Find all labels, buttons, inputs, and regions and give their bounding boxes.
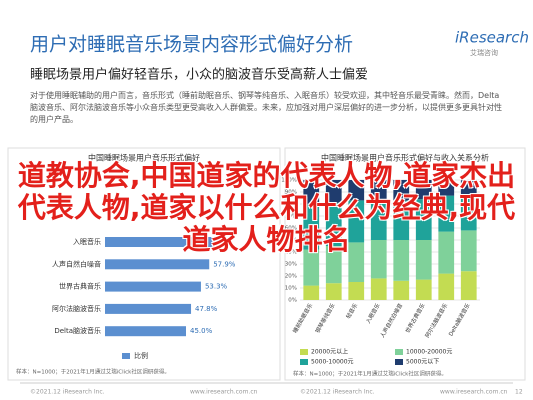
note: 样本：N=1000；于2021年1月通过艾瑞iClick社区调研获得。 <box>293 370 447 378</box>
page-number: 12 <box>515 389 523 396</box>
note: 样本：N=1000；于2021年1月通过艾瑞iClick社区调研获得。 <box>16 368 170 376</box>
bar-segment <box>415 240 432 280</box>
logo: iResearch <box>455 29 529 47</box>
bar-segment <box>460 271 477 300</box>
y-tick-label: 70% <box>285 214 297 220</box>
bar-segment <box>303 249 320 286</box>
bar-segment <box>348 242 365 282</box>
x-tick-label: 钢琴等纯音乐 <box>313 301 337 334</box>
panel <box>284 147 526 381</box>
bar-segment <box>393 200 410 240</box>
paragraph: 对于使用睡眠辅助的用户而言，音乐形式（睡前助眠音乐、钢琴等纯音乐、入眠音乐）较受… <box>30 91 502 124</box>
bar-segment <box>438 231 455 274</box>
bar <box>105 303 192 314</box>
y-tick-label: 90% <box>285 190 297 196</box>
bar <box>105 259 210 270</box>
chart-title: 中国睡眠场景用户音乐形式偏好 <box>88 153 200 163</box>
bar <box>105 281 201 292</box>
value-label: 47.8% <box>195 305 218 313</box>
x-tick-label: 入眠音乐 <box>364 301 382 324</box>
y-tick-label: 50% <box>285 238 297 244</box>
bar-segment <box>303 204 320 250</box>
footer-text: ©2021.12 iResearch Inc. <box>300 389 375 396</box>
value-label: 45.0% <box>190 327 213 335</box>
legend-swatch <box>300 349 308 355</box>
legend-label: 5000元以下 <box>406 359 439 366</box>
footer-text: www.iresearch.com.cn <box>190 389 258 396</box>
value-label: 57.9% <box>213 260 236 268</box>
bar <box>105 326 186 337</box>
logo-sub: 艾瑞咨询 <box>470 48 498 57</box>
bar-segment <box>325 283 342 300</box>
y-tick-label: 世界古典音乐 <box>59 282 101 291</box>
bar-segment <box>325 246 342 284</box>
value-label: 53.3% <box>205 283 228 291</box>
bar-segment <box>348 282 365 300</box>
bar-segment <box>415 279 432 300</box>
x-tick-label: 阿尔法脑波音乐 <box>423 301 449 339</box>
bar-segment <box>393 280 410 300</box>
y-tick-label: 0% <box>288 298 297 304</box>
x-tick-label: 轻音乐 <box>344 301 359 320</box>
bar-segment <box>460 230 477 272</box>
chart-title: 中国睡眠场景用户音乐形式偏好与收入关系分析 <box>321 153 489 163</box>
y-tick-label: 80% <box>285 202 297 208</box>
overlay-text: 道教协会,中国道家的代表人物,道家杰出代表人物,道家以什么和什么为经典,现代道家… <box>17 159 516 256</box>
y-tick-label: 阿尔法脑波音乐 <box>52 304 101 313</box>
bar-segment <box>460 195 477 231</box>
bar-segment <box>438 195 455 232</box>
bar-segment <box>370 199 387 240</box>
y-tick-label: 人声自然白噪音 <box>52 259 101 268</box>
bar-segment <box>393 180 410 201</box>
bar-segment <box>460 180 477 196</box>
x-tick-label: Delta脑波音乐 <box>447 301 473 337</box>
legend-label: 10000-20000元 <box>406 349 452 356</box>
y-tick-label: 入眠音乐 <box>73 237 101 246</box>
legend-swatch <box>300 359 308 365</box>
legend-swatch <box>122 353 130 359</box>
bar-segment <box>325 180 342 203</box>
bar-segment <box>438 180 455 196</box>
bar-segment <box>303 180 320 204</box>
y-tick-label: 10% <box>285 286 297 292</box>
y-tick-label: Delta脑波音乐 <box>54 326 101 335</box>
legend-swatch <box>395 349 403 355</box>
y-tick-label: 40% <box>285 250 297 256</box>
bar-segment <box>370 278 387 300</box>
bar-segment <box>303 285 320 300</box>
subtitle: 睡眠场景用户偏好轻音乐，小众的脑波音乐受高薪人士偏爱 <box>30 67 368 83</box>
bar-segment <box>370 180 387 200</box>
x-tick-label: 世界古典音乐 <box>403 301 427 334</box>
y-tick-label: 60% <box>285 226 297 232</box>
legend-label: 5000-10000元 <box>311 359 354 366</box>
title: 用户对睡眠音乐场景内容形式偏好分析 <box>30 34 353 56</box>
legend-label: 比例 <box>134 351 148 360</box>
bar-segment <box>415 180 432 200</box>
bar-segment <box>325 202 342 246</box>
bar-segment <box>438 273 455 300</box>
footer-text: www.iresearch.com.cn <box>440 389 508 396</box>
y-tick-label: 100% <box>281 178 297 184</box>
panel <box>7 147 281 381</box>
bar <box>105 237 221 247</box>
bar-segment <box>370 240 387 279</box>
bar-segment <box>348 200 365 243</box>
y-tick-label: 30% <box>285 262 297 268</box>
x-tick-label: 人声自然白噪音 <box>378 301 404 339</box>
legend-swatch <box>395 359 403 365</box>
x-tick-label: 睡前助眠音乐 <box>291 301 315 334</box>
y-tick-label: 20% <box>285 274 297 280</box>
bar-segment <box>393 240 410 281</box>
legend-label: 20000元以上 <box>311 348 348 356</box>
bar-segment <box>415 199 432 240</box>
footer-text: ©2021.12 iResearch Inc. <box>30 389 105 396</box>
bar-segment <box>348 180 365 201</box>
